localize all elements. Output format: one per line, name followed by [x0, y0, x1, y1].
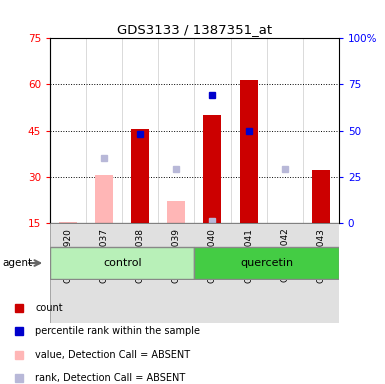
Text: GSM181040: GSM181040: [208, 228, 217, 283]
Text: GSM181042: GSM181042: [280, 228, 289, 283]
Bar: [131, 129, 149, 223]
Text: rank, Detection Call = ABSENT: rank, Detection Call = ABSENT: [35, 372, 186, 382]
Bar: [50, 223, 339, 323]
Bar: [95, 175, 113, 223]
Bar: [194, 248, 339, 279]
Text: agent: agent: [2, 258, 32, 268]
Text: GSM181039: GSM181039: [172, 228, 181, 283]
Text: percentile rank within the sample: percentile rank within the sample: [35, 326, 201, 336]
Text: count: count: [35, 303, 63, 313]
Bar: [167, 201, 186, 223]
Title: GDS3133 / 1387351_at: GDS3133 / 1387351_at: [117, 23, 272, 36]
Text: value, Detection Call = ABSENT: value, Detection Call = ABSENT: [35, 349, 191, 359]
Text: quercetin: quercetin: [240, 258, 293, 268]
Text: GSM181043: GSM181043: [316, 228, 325, 283]
Text: GSM181037: GSM181037: [100, 228, 109, 283]
Text: GSM181041: GSM181041: [244, 228, 253, 283]
Bar: [312, 170, 330, 223]
Bar: [50, 248, 194, 279]
Bar: [239, 80, 258, 223]
Bar: [59, 222, 77, 223]
Text: GSM180920: GSM180920: [64, 228, 73, 283]
Text: control: control: [103, 258, 142, 268]
Text: GSM181038: GSM181038: [136, 228, 145, 283]
Bar: [203, 115, 221, 223]
